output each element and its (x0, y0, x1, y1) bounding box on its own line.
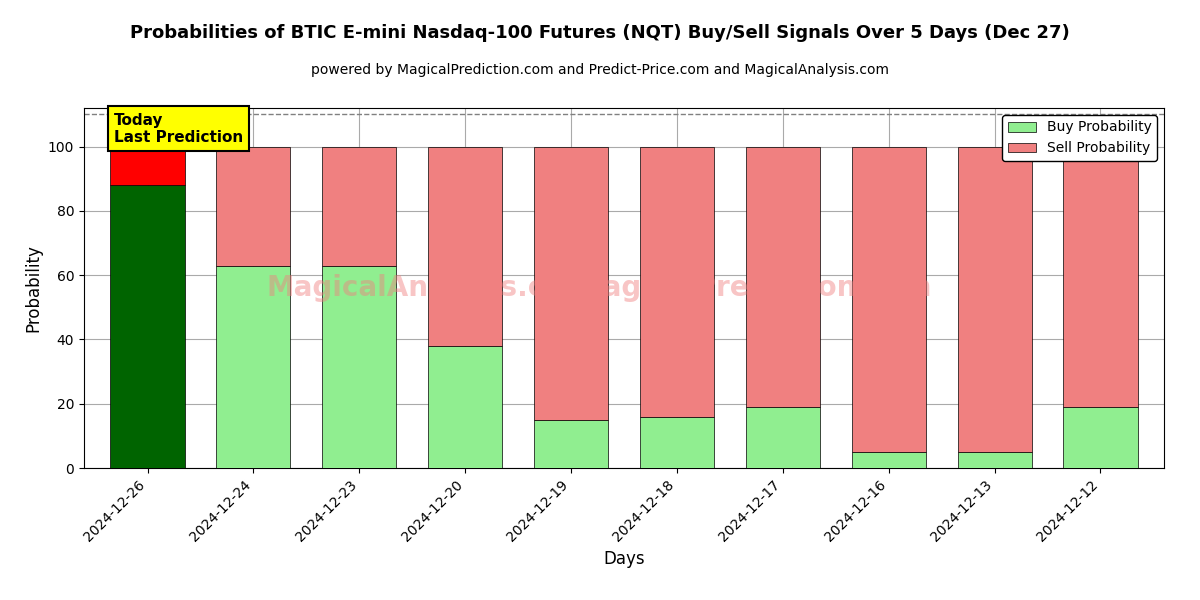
Bar (110, 146, 185, 185)
Bar (110, 185, 185, 468)
Bar (323, 265, 396, 468)
Bar (852, 452, 925, 468)
Bar (745, 407, 820, 468)
Bar (958, 452, 1032, 468)
Bar (958, 146, 1032, 452)
Bar (534, 420, 608, 468)
Bar (745, 146, 820, 407)
Text: Today
Last Prediction: Today Last Prediction (114, 113, 242, 145)
Bar (534, 146, 608, 420)
Bar (428, 346, 503, 468)
Bar (640, 416, 714, 468)
Bar (1063, 146, 1138, 407)
Text: MagicalAnalysis.com: MagicalAnalysis.com (266, 274, 593, 302)
Bar (852, 146, 925, 452)
Bar (428, 146, 503, 346)
Bar (216, 146, 290, 265)
Text: powered by MagicalPrediction.com and Predict-Price.com and MagicalAnalysis.com: powered by MagicalPrediction.com and Pre… (311, 63, 889, 77)
Legend: Buy Probability, Sell Probability: Buy Probability, Sell Probability (1002, 115, 1157, 161)
Bar (1063, 407, 1138, 468)
Text: Probabilities of BTIC E-mini Nasdaq-100 Futures (NQT) Buy/Sell Signals Over 5 Da: Probabilities of BTIC E-mini Nasdaq-100 … (130, 24, 1070, 42)
Text: MagicalPrediction.com: MagicalPrediction.com (575, 274, 932, 302)
X-axis label: Days: Days (604, 550, 644, 568)
Bar (216, 265, 290, 468)
Y-axis label: Probability: Probability (24, 244, 42, 332)
Bar (640, 146, 714, 416)
Bar (323, 146, 396, 265)
